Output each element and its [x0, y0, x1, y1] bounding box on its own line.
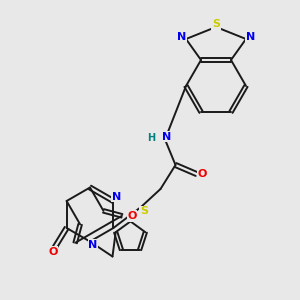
Text: S: S	[140, 206, 148, 217]
Text: N: N	[162, 131, 171, 142]
Text: N: N	[112, 191, 121, 202]
Text: H: H	[147, 133, 156, 143]
Text: N: N	[246, 32, 255, 42]
Text: S: S	[212, 19, 220, 29]
Text: N: N	[177, 32, 186, 42]
Text: O: O	[48, 247, 58, 257]
Text: O: O	[198, 169, 207, 179]
Text: N: N	[88, 239, 98, 250]
Text: O: O	[127, 211, 137, 221]
